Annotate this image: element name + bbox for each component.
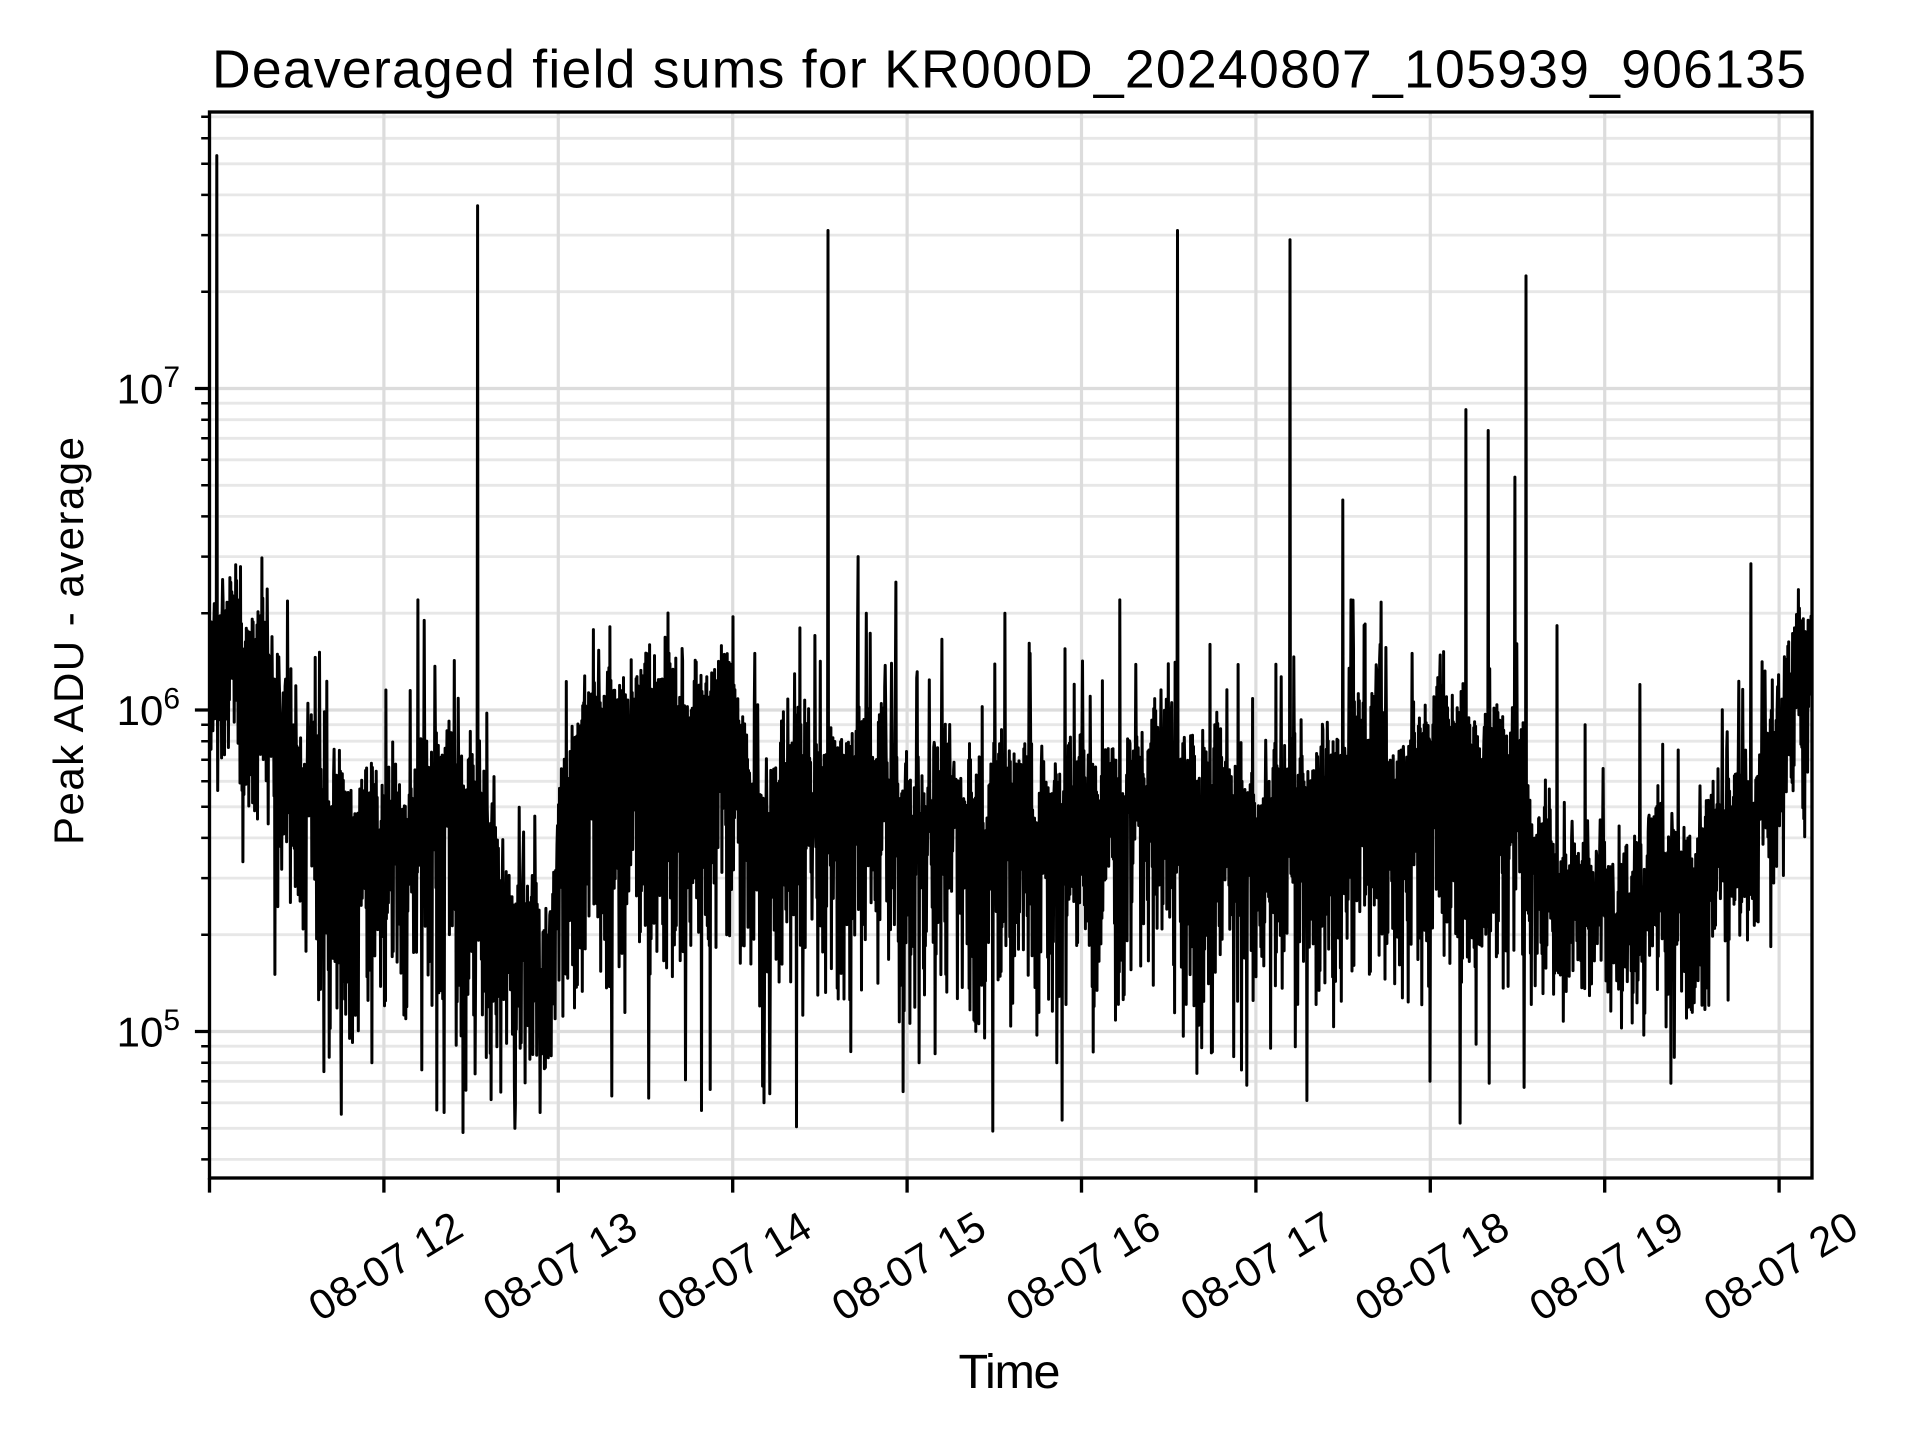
svg-text:105: 105 xyxy=(117,1004,180,1056)
svg-text:Peak ADU - average: Peak ADU - average xyxy=(45,437,92,845)
svg-text:Time: Time xyxy=(959,1345,1061,1399)
svg-text:Deaveraged field sums for KR00: Deaveraged field sums for KR000D_2024080… xyxy=(212,41,1806,100)
